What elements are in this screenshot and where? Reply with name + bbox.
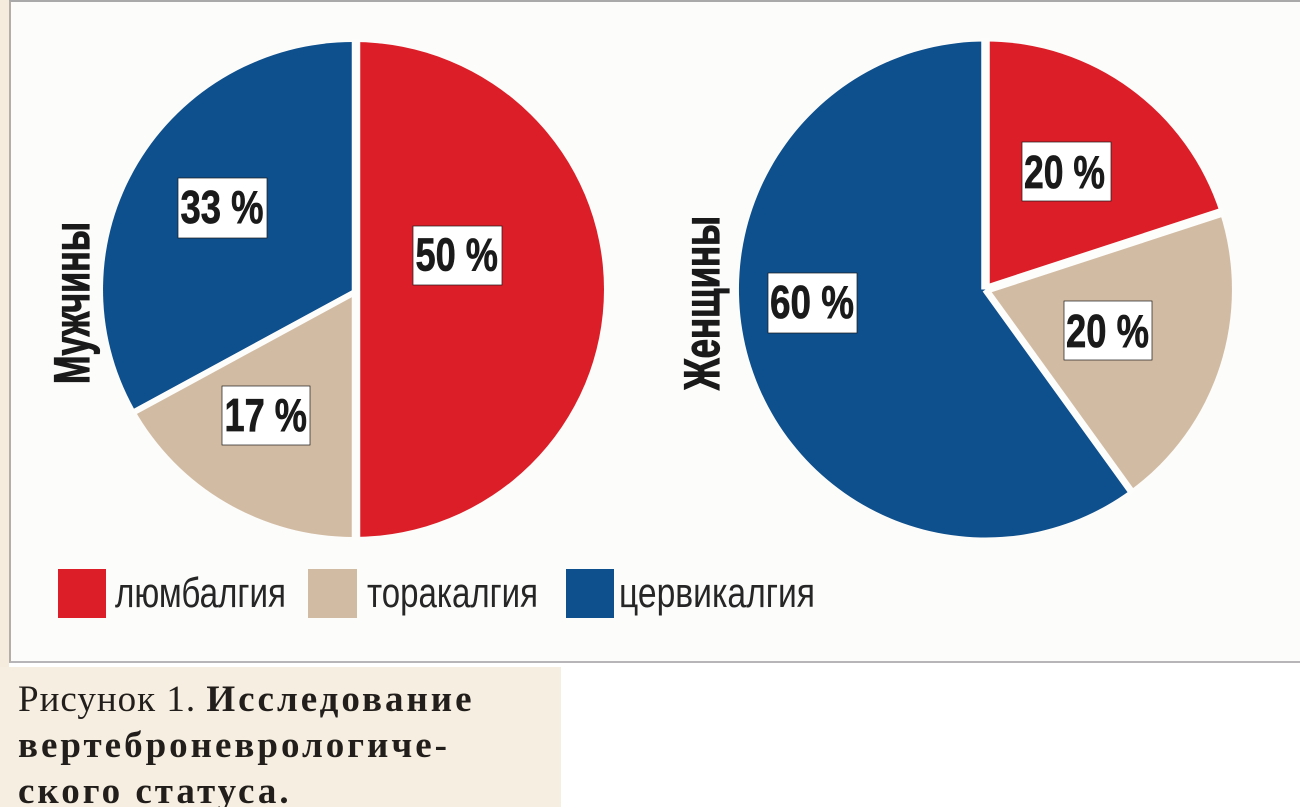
svg-text:цервикалгия: цервикалгия	[619, 569, 815, 616]
svg-text:люмбалгия: люмбалгия	[115, 569, 286, 616]
svg-text:33 %: 33 %	[181, 181, 264, 233]
svg-text:Женщины: Женщины	[674, 216, 730, 391]
svg-text:Мужчины: Мужчины	[44, 222, 100, 384]
svg-text:торакалгия: торакалгия	[367, 569, 538, 616]
svg-text:60 %: 60 %	[770, 276, 854, 328]
svg-text:50 %: 50 %	[416, 229, 499, 281]
svg-text:17 %: 17 %	[225, 389, 308, 441]
svg-text:20 %: 20 %	[1066, 305, 1149, 357]
svg-text:20 %: 20 %	[1024, 146, 1105, 198]
